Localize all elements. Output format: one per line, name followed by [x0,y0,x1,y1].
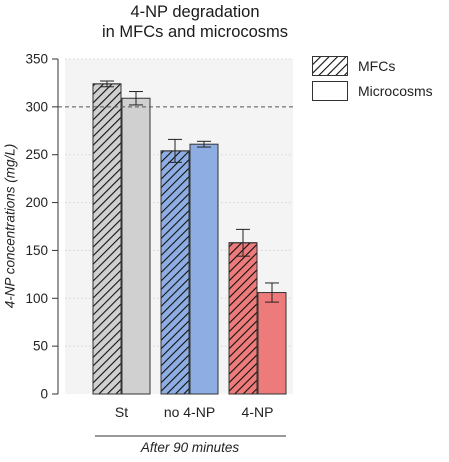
y-tick-label: 50 [33,339,48,354]
bar [121,97,151,395]
y-tick-label: 0 [40,387,48,402]
legend-label-mfcs: MFCs [358,58,396,74]
bar-hatch [160,150,190,395]
legend-label-microcosms: Microcosms [358,83,433,99]
bar-hatch [228,242,258,395]
y-tick-label: 250 [25,147,48,162]
x-tick-label: St [115,404,128,420]
chart-title: 4-NP degradation in MFCs and microcosms [50,2,340,42]
chart-title-line-2: in MFCs and microcosms [101,23,289,41]
legend-swatch-solid [312,81,348,101]
bar-hatch [92,83,122,395]
y-tick-label: 350 [25,52,48,67]
y-tick-label: 100 [25,291,48,306]
y-tick-label: 200 [25,195,48,210]
x-axis-caption: After 90 minutes [140,440,240,455]
x-tick-label: no 4-NP [164,404,215,420]
x-tick-label: 4-NP [242,404,274,420]
bar [189,143,219,395]
legend-swatch-hatched [312,56,348,76]
bar [257,292,287,395]
chart-title-line-1: 4-NP degradation [130,3,260,21]
y-tick-label: 150 [25,243,48,258]
y-tick-label: 300 [25,99,48,114]
